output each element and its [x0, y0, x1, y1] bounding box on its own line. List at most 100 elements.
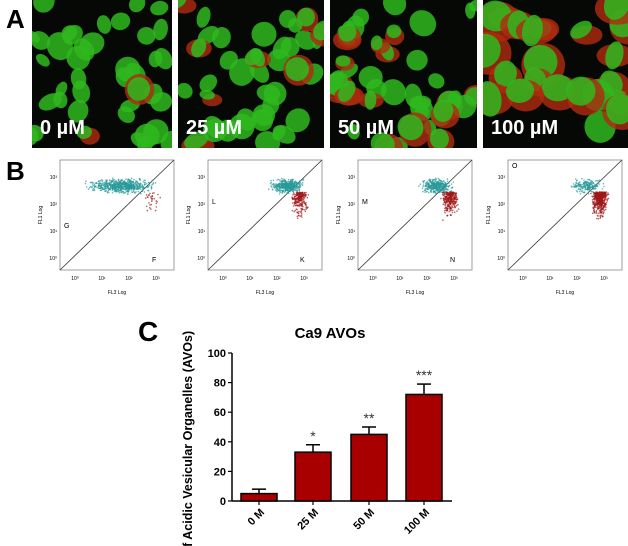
y-axis-label: FL1 Log	[186, 206, 192, 225]
event-dot	[278, 186, 280, 188]
event-dot	[123, 188, 125, 191]
event-dot	[592, 207, 595, 209]
event-dot	[295, 193, 298, 196]
event-dot	[117, 185, 119, 187]
event-dot	[450, 183, 453, 185]
event-dot	[451, 200, 453, 203]
event-dot	[297, 205, 299, 207]
event-dot	[130, 184, 133, 187]
event-dot	[294, 180, 297, 183]
event-dot	[432, 178, 435, 181]
event-dot	[283, 178, 285, 180]
event-dot	[287, 178, 290, 181]
y-tick-label: 20	[214, 466, 226, 478]
event-dot	[150, 187, 153, 189]
x-tick-label: 10³	[600, 276, 608, 282]
cell	[33, 0, 55, 13]
event-dot	[439, 179, 442, 182]
event-dot	[271, 183, 274, 186]
event-dot	[595, 212, 598, 215]
event-dot	[298, 189, 301, 191]
event-dot	[592, 181, 595, 184]
event-dot	[154, 209, 157, 212]
event-dot	[148, 202, 150, 204]
cell	[178, 0, 187, 9]
event-dot	[444, 194, 446, 196]
event-dot	[98, 180, 100, 183]
event-dot	[602, 182, 605, 185]
y-tick-label: 40	[214, 437, 226, 449]
event-dot	[298, 214, 300, 217]
cell	[110, 12, 131, 31]
event-dot	[296, 186, 299, 188]
y-tick-label: 10³	[498, 175, 506, 181]
event-dot	[288, 182, 290, 184]
event-dot	[428, 183, 430, 185]
event-dot	[435, 177, 437, 180]
cells-image	[330, 0, 477, 148]
event-dot	[576, 185, 578, 187]
event-dot	[130, 181, 133, 184]
event-dot	[124, 192, 126, 194]
event-dot	[145, 194, 148, 196]
event-dot	[104, 181, 106, 184]
event-dot	[601, 195, 604, 198]
event-dot	[596, 192, 599, 194]
gate-label-upper: L	[212, 199, 216, 206]
event-dot	[450, 214, 452, 216]
x-tick-label: 10²	[125, 276, 133, 282]
event-dot	[135, 191, 137, 193]
y-tick-label: 10⁰	[497, 256, 505, 262]
flow-scatter: 10⁰ 10⁰ 10¹ 10¹ 10² 10² 10³ 10³ FL3 Log FL1 Log O	[486, 159, 623, 296]
event-dot	[304, 210, 307, 213]
event-dot	[283, 187, 286, 190]
flow-scatter: 10⁰ 10⁰ 10¹ 10¹ 10² 10² 10³ 10³ FL3 Log FL1 Log L K	[186, 159, 323, 296]
event-dot	[129, 185, 131, 187]
panel-label-a: A	[6, 4, 25, 34]
y-axis-label: FL1 Log	[38, 206, 44, 225]
cell	[178, 82, 193, 99]
event-dot	[597, 205, 599, 207]
event-dot	[429, 181, 432, 183]
event-dot	[576, 179, 578, 182]
event-dot	[303, 199, 305, 201]
event-dot	[106, 192, 109, 194]
event-dot	[296, 199, 298, 201]
event-dot	[85, 186, 88, 188]
event-dot	[600, 203, 602, 206]
event-dot	[108, 191, 110, 194]
event-dot	[571, 186, 573, 188]
event-dot	[293, 186, 295, 188]
event-dot	[444, 203, 446, 206]
event-dot	[298, 210, 300, 213]
event-dot	[109, 183, 112, 185]
event-dot	[599, 202, 601, 204]
event-dot	[152, 182, 155, 184]
event-dot	[139, 188, 142, 190]
event-dot	[295, 194, 298, 197]
cell	[66, 45, 91, 71]
event-dot	[155, 200, 157, 202]
micrograph-label: 0 µM	[40, 117, 85, 139]
event-dot	[444, 201, 447, 203]
event-dot	[426, 188, 429, 190]
event-dot	[132, 184, 135, 187]
event-dot	[601, 197, 604, 200]
event-dot	[450, 190, 453, 192]
event-dot	[97, 187, 100, 189]
event-dot	[149, 207, 151, 209]
event-dot	[597, 180, 600, 182]
event-dot	[445, 199, 447, 201]
micrograph-25: 25 µM	[178, 0, 324, 148]
event-dot	[123, 184, 126, 186]
event-dot	[441, 189, 444, 191]
event-dot	[444, 182, 447, 184]
event-dot	[146, 209, 149, 212]
event-dot	[299, 195, 301, 198]
event-dot	[285, 182, 288, 185]
event-dot	[105, 189, 107, 192]
event-dot	[155, 206, 158, 208]
event-dot	[593, 188, 596, 190]
event-dot	[428, 179, 430, 182]
event-dot	[110, 180, 113, 182]
